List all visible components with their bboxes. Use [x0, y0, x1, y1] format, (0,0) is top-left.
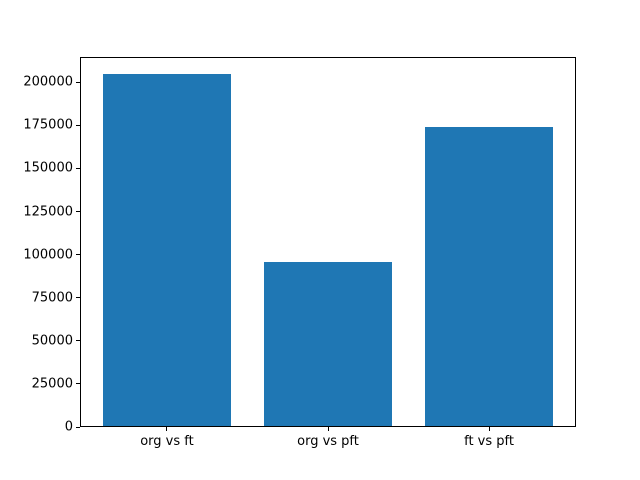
- ytick-label: 125000: [23, 204, 73, 220]
- ytick-mark: [76, 340, 80, 342]
- ytick-label: 50000: [31, 333, 73, 349]
- xtick-label-org-vs-pft: org vs pft: [297, 434, 359, 449]
- xtick-mark: [327, 427, 329, 431]
- xtick-label-ft-vs-pft: ft vs pft: [464, 434, 514, 449]
- ytick-label: 25000: [31, 376, 73, 392]
- ytick-label: 150000: [23, 160, 73, 176]
- ytick-mark: [76, 81, 80, 83]
- ytick-label: 100000: [23, 247, 73, 263]
- ytick-mark: [76, 211, 80, 213]
- plot-area: [80, 57, 576, 427]
- ytick-label: 75000: [31, 290, 73, 306]
- bar-org-vs-ft: [102, 73, 232, 426]
- ytick-label: 175000: [23, 117, 73, 133]
- ytick-mark: [76, 254, 80, 256]
- ytick-label: 0: [64, 419, 73, 435]
- xtick-mark: [488, 427, 490, 431]
- xtick-label-org-vs-ft: org vs ft: [140, 434, 194, 449]
- ytick-mark: [76, 383, 80, 385]
- ytick-mark: [76, 167, 80, 169]
- ytick-mark: [76, 426, 80, 428]
- ytick-mark: [76, 297, 80, 299]
- bar-ft-vs-pft: [424, 127, 554, 426]
- ytick-label: 200000: [23, 74, 73, 90]
- xtick-mark: [166, 427, 168, 431]
- ytick-mark: [76, 124, 80, 126]
- bar-org-vs-pft: [263, 261, 393, 426]
